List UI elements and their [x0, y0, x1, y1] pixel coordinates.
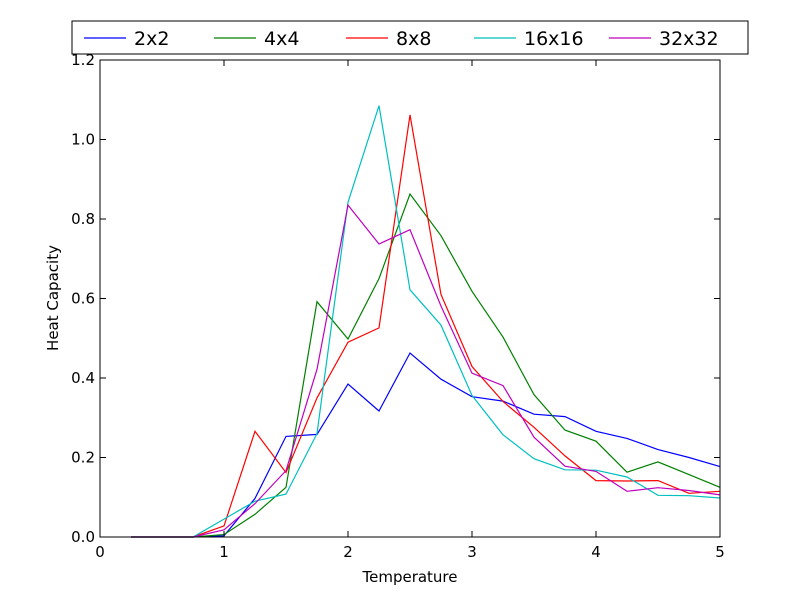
- y-tick-label: 1.0: [71, 131, 95, 149]
- series-line-16x16: [131, 105, 721, 538]
- y-tick-label: 0.4: [71, 369, 95, 387]
- y-axis-label: Heat Capacity: [44, 245, 62, 351]
- legend-label-2x2: 2x2: [134, 28, 169, 50]
- series-line-2x2: [131, 352, 721, 538]
- legend-label-4x4: 4x4: [264, 28, 299, 50]
- series-line-32x32: [131, 203, 721, 538]
- x-axis-label: Temperature: [361, 568, 457, 586]
- series-line-4x4: [131, 192, 721, 538]
- x-tick-label: 3: [467, 543, 477, 561]
- y-tick-label: 0.8: [71, 210, 95, 228]
- x-tick-label: 1: [219, 543, 229, 561]
- axis-ticks: 0 1 2 3 4 5 0.0 0.2 0.4 0.6 0.8 1.0 1.2: [71, 51, 725, 561]
- y-tick-label: 1.2: [71, 51, 95, 69]
- legend-label-32x32: 32x32: [659, 28, 719, 50]
- legend: 2x2 4x4 8x8 16x16 32x32: [71, 20, 749, 55]
- x-tick-label: 5: [715, 543, 725, 561]
- x-tick-label: 0: [95, 543, 105, 561]
- series-layer: [131, 105, 721, 538]
- x-tick-label: 2: [343, 543, 353, 561]
- legend-label-16x16: 16x16: [524, 28, 584, 50]
- y-tick-label: 0.6: [71, 290, 95, 308]
- y-tick-label: 0.0: [71, 528, 95, 546]
- legend-label-8x8: 8x8: [396, 28, 431, 50]
- x-tick-label: 4: [591, 543, 601, 561]
- series-line-8x8: [131, 114, 721, 538]
- y-tick-label: 0.2: [71, 449, 95, 467]
